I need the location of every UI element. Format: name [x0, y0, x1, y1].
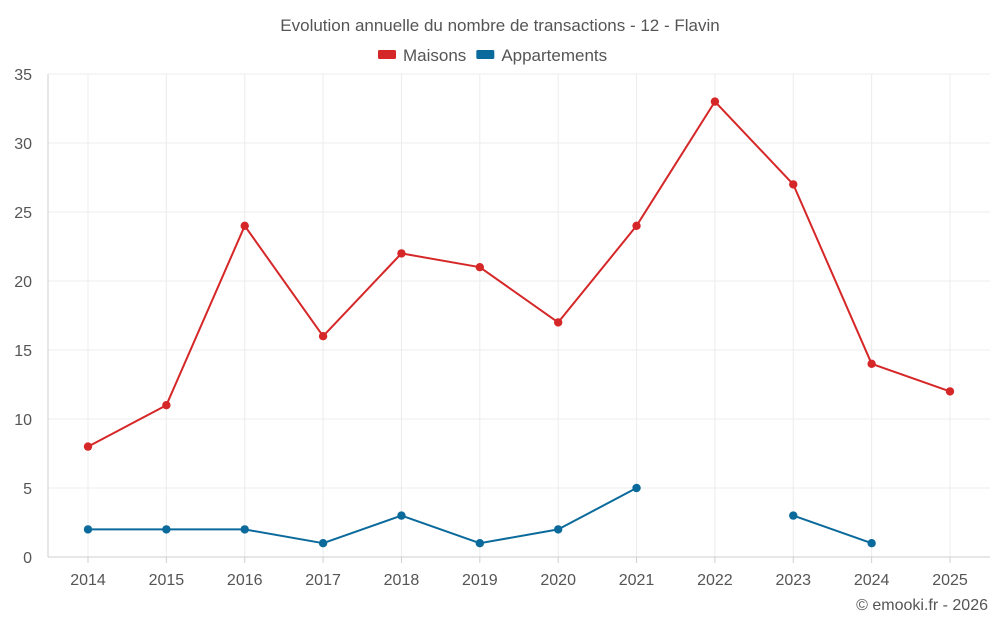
data-point — [397, 511, 406, 520]
y-tick-label: 10 — [14, 412, 32, 429]
data-point — [83, 442, 93, 451]
data-point — [475, 539, 485, 548]
y-axis: 0 5 10 15 20 25 30 35 — [14, 67, 32, 567]
y-tick-label: 25 — [14, 205, 32, 222]
data-point — [475, 263, 485, 272]
y-tick-label: 20 — [14, 274, 32, 291]
legend-item-maisons: Maisons — [378, 46, 466, 65]
data-point — [632, 483, 641, 493]
x-tick-label: 2014 — [70, 572, 106, 589]
grid — [47, 73, 990, 558]
data-point — [318, 332, 328, 341]
legend-swatch — [378, 50, 396, 59]
x-tick-label: 2018 — [384, 572, 420, 589]
series-layer — [83, 97, 955, 548]
data-point — [789, 511, 798, 520]
data-point — [397, 249, 406, 258]
legend-label: Maisons — [403, 46, 466, 65]
x-tick-label: 2019 — [462, 572, 498, 589]
y-tick-label: 0 — [23, 550, 32, 567]
data-point — [632, 221, 641, 230]
series-line — [792, 514, 872, 545]
data-point — [867, 539, 876, 548]
data-point — [553, 525, 563, 534]
data-point — [162, 401, 171, 410]
series-line — [87, 100, 951, 448]
y-tick-label: 30 — [14, 136, 32, 153]
series-line — [88, 487, 638, 545]
data-point — [162, 525, 171, 534]
chart-title: Evolution annuelle du nombre de transact… — [280, 16, 719, 35]
y-tick-label: 35 — [14, 67, 32, 84]
legend-item-appartements: Appartements — [476, 46, 607, 65]
x-tick-label: 2023 — [775, 572, 811, 589]
x-tick-label: 2015 — [149, 572, 185, 589]
y-tick-label: 5 — [23, 481, 32, 498]
x-tick-label: 2021 — [619, 572, 655, 589]
data-point — [945, 387, 955, 396]
x-tick-label: 2016 — [227, 572, 263, 589]
series-appartements — [83, 483, 876, 548]
data-point — [710, 97, 720, 106]
x-tick-label: 2025 — [932, 572, 968, 589]
data-point — [867, 359, 876, 368]
legend: Maisons Appartements — [378, 46, 607, 65]
x-axis: 2014 2015 2016 2017 2018 2019 2020 2021 2022 2023… — [70, 557, 968, 589]
x-tick-label: 2024 — [854, 572, 890, 589]
data-point — [240, 525, 249, 534]
data-point — [789, 180, 798, 189]
y-tick-label: 15 — [14, 343, 32, 360]
legend-swatch — [476, 50, 495, 59]
data-point — [318, 539, 328, 548]
legend-label: Appartements — [501, 46, 607, 65]
series-maisons — [83, 97, 955, 451]
x-tick-label: 2017 — [305, 572, 341, 589]
credit: © emooki.fr - 2026 — [856, 597, 988, 614]
data-point — [83, 525, 93, 534]
data-point — [240, 221, 249, 230]
x-tick-label: 2020 — [540, 572, 576, 589]
data-point — [553, 318, 563, 327]
x-tick-label: 2022 — [697, 572, 733, 589]
